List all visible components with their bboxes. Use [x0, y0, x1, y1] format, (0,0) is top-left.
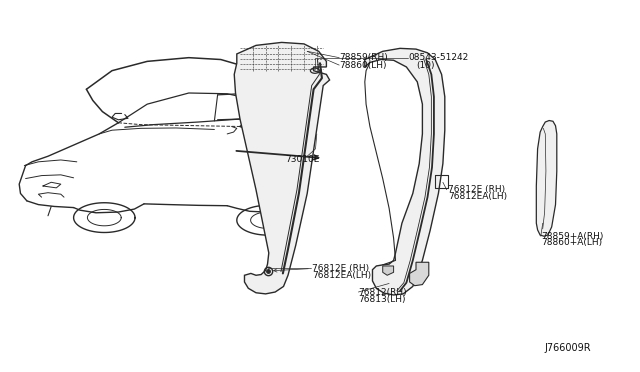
Text: 76813(LH): 76813(LH) — [358, 295, 406, 304]
Text: 76812EA(LH): 76812EA(LH) — [448, 192, 507, 201]
Polygon shape — [536, 121, 557, 236]
Text: 78860(LH): 78860(LH) — [339, 61, 387, 70]
Text: 78859(RH): 78859(RH) — [339, 53, 388, 62]
Text: 76812(RH): 76812(RH) — [358, 288, 407, 296]
Text: (10): (10) — [416, 61, 435, 70]
Polygon shape — [410, 262, 429, 286]
Polygon shape — [383, 266, 394, 275]
Text: 78859+A(RH): 78859+A(RH) — [541, 232, 603, 241]
Text: 76812EA(LH): 76812EA(LH) — [312, 271, 371, 280]
Polygon shape — [234, 42, 330, 294]
Text: J766009R: J766009R — [544, 343, 591, 353]
Text: 08543-51242: 08543-51242 — [408, 53, 468, 62]
Text: 73010E: 73010E — [285, 155, 319, 164]
Text: 78860+A(LH): 78860+A(LH) — [541, 238, 602, 247]
Text: 76812E (RH): 76812E (RH) — [312, 264, 369, 273]
Text: 76812E (RH): 76812E (RH) — [448, 185, 505, 194]
Polygon shape — [365, 48, 445, 295]
